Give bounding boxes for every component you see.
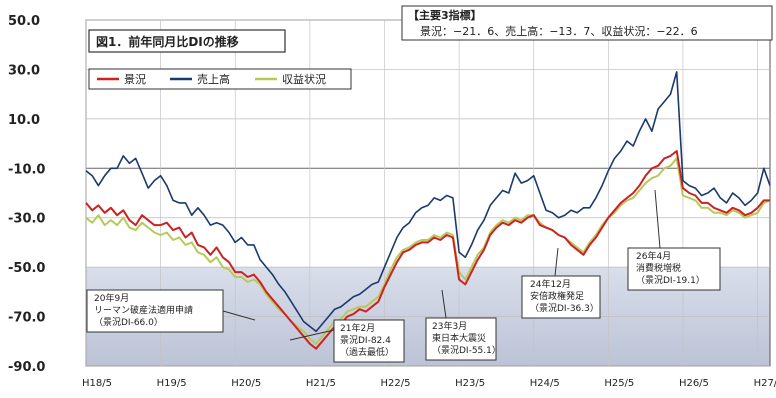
- svg-text:東日本大震災: 東日本大震災: [432, 332, 486, 344]
- x-tick-label: H24/5: [530, 378, 560, 389]
- x-tick-label: H27/5: [754, 378, 776, 389]
- svg-text:リーマン破産法適用申請: リーマン破産法適用申請: [94, 304, 193, 316]
- summary-text: 景況：−21．6、売上高：−13．7、収益状況：−22．6: [420, 24, 698, 38]
- y-tick-label: 30.0: [8, 63, 40, 78]
- x-tick-label: H22/5: [380, 378, 410, 389]
- series-line-0: [85, 150, 770, 350]
- y-tick-label: 10.0: [8, 113, 40, 128]
- svg-text:20年9月: 20年9月: [94, 292, 129, 304]
- x-tick-label: H26/5: [679, 378, 709, 389]
- svg-text:（景況DI-55.1）: （景況DI-55.1）: [432, 345, 501, 356]
- x-tick-label: H19/5: [157, 378, 187, 389]
- annotation-earthquake: 23年3月 東日本大震災 （景況DI-55.1）: [425, 289, 501, 361]
- y-tick-label: -50.0: [8, 261, 45, 276]
- legend-label-keikyo: 景況: [124, 72, 146, 86]
- series-line-2: [85, 157, 771, 345]
- annotations: 20年9月 リーマン破産法適用申請 （景況DI-66.0） 21年2月 景況DI…: [86, 189, 721, 363]
- y-tick-label: -30.0: [8, 212, 45, 227]
- x-tick-label: H23/5: [455, 378, 485, 389]
- y-tick-label: -90.0: [8, 360, 45, 375]
- svg-text:（景況DI-36.3）: （景況DI-36.3）: [530, 303, 599, 314]
- y-tick-label: -70.0: [8, 311, 45, 326]
- x-tick-label: H25/5: [604, 378, 634, 389]
- summary-heading: 【主要3指標】: [408, 8, 482, 22]
- svg-text:（過去最低）: （過去最低）: [340, 346, 394, 358]
- chart-title-box: 図1．前年同月比DIの推移: [88, 29, 286, 53]
- legend-label-uriage: 売上高: [197, 72, 230, 86]
- annotation-record-low: 21年2月 景況DI-82.4 （過去最低）: [289, 319, 405, 363]
- svg-text:（景況DI-66.0）: （景況DI-66.0）: [94, 317, 163, 328]
- svg-text:消費税増税: 消費税増税: [636, 262, 681, 274]
- series-layer: [85, 71, 771, 350]
- y-tick-label: 50.0: [8, 14, 40, 29]
- chart-title: 図1．前年同月比DIの推移: [96, 34, 239, 49]
- svg-text:23年3月: 23年3月: [432, 320, 467, 332]
- svg-text:安倍政権発足: 安倍政権発足: [530, 290, 584, 302]
- x-axis-ticks: H18/5 H19/5 H20/5 H21/5 H22/5 H23/5 H24/5 H25/5…: [82, 378, 776, 389]
- x-tick-label: H20/5: [231, 378, 261, 389]
- svg-text:21年2月: 21年2月: [340, 322, 375, 334]
- x-tick-label: H18/5: [82, 378, 112, 389]
- annotation-abe: 24年12月 安倍政権発足 （景況DI-36.3）: [521, 247, 601, 319]
- svg-text:26年4月: 26年4月: [636, 250, 671, 262]
- svg-text:24年12月: 24年12月: [530, 278, 571, 290]
- series-line-1: [85, 71, 771, 333]
- y-tick-label: -10.0: [8, 162, 45, 177]
- y-axis-ticks: 50.0 30.0 10.0 -10.0 -30.0 -50.0 -70.0 -90.0: [8, 14, 45, 375]
- x-tick-label: H21/5: [306, 378, 336, 389]
- annotation-tax: 26年4月 消費税増税 （景況DI-19.1）: [627, 189, 721, 291]
- legend: 景況 売上高 収益状況: [88, 68, 352, 90]
- legend-label-shueki: 収益状況: [282, 72, 326, 86]
- svg-text:景況DI-82.4: 景況DI-82.4: [340, 335, 391, 346]
- annotation-lehman: 20年9月 リーマン破産法適用申請 （景況DI-66.0）: [86, 289, 256, 333]
- summary-box: 【主要3指標】 景況：−21．6、売上高：−13．7、収益状況：−22．6: [401, 5, 773, 41]
- svg-text:（景況DI-19.1）: （景況DI-19.1）: [636, 275, 705, 286]
